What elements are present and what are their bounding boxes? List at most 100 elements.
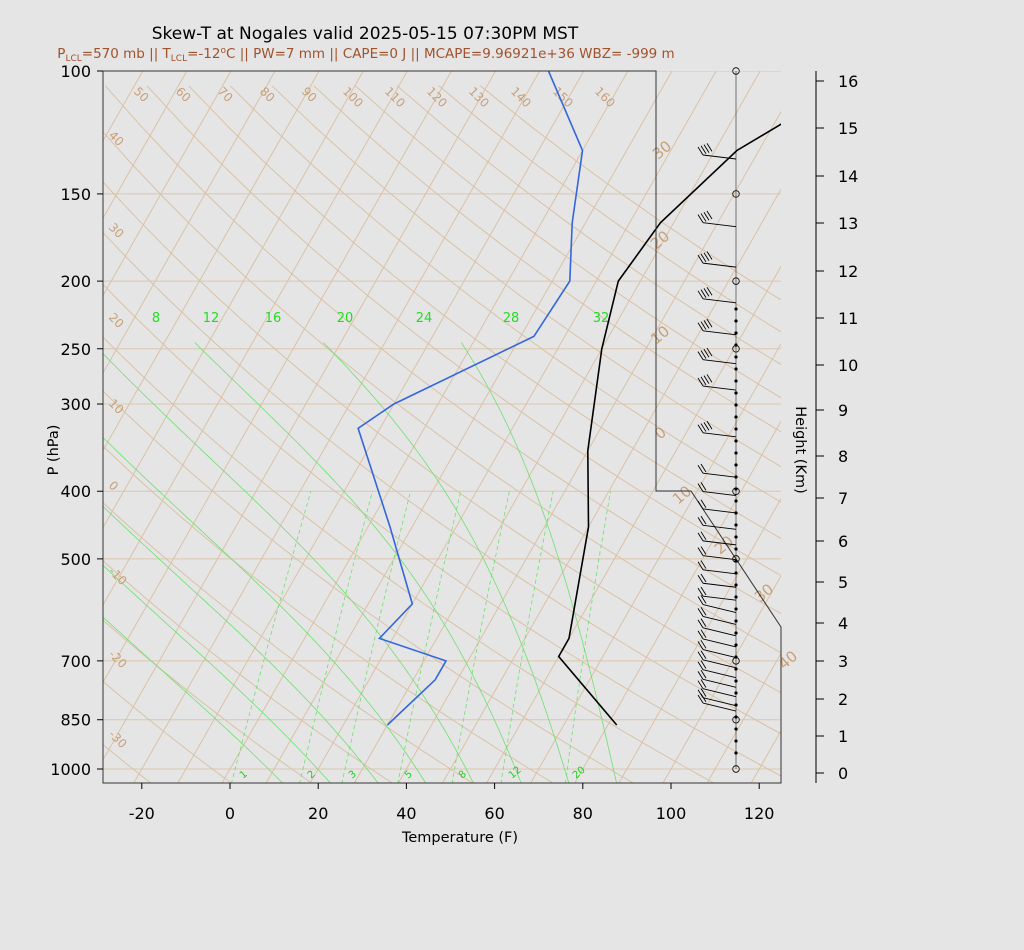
wind-barb-flag <box>700 669 707 679</box>
moist-adiabat <box>103 353 474 783</box>
height-dot <box>734 727 738 731</box>
dry-adiabat <box>103 619 313 783</box>
height-tick-label: 16 <box>838 72 858 91</box>
dry-adiabat <box>229 85 781 503</box>
height-tick-label: 14 <box>838 167 858 186</box>
wind-barb-flag <box>700 145 707 155</box>
wind-barb-flag <box>700 531 707 540</box>
wind-barb-flag <box>700 573 707 583</box>
wind-barb <box>702 697 737 707</box>
dry-adiabat <box>479 85 781 301</box>
wind-barb-flag <box>700 618 707 627</box>
height-tick-label: 11 <box>838 309 858 328</box>
dry-adiabat-label: 100 <box>340 84 366 110</box>
height-tick-label: 12 <box>838 262 858 281</box>
height-dot <box>734 655 738 659</box>
height-dot <box>734 607 738 611</box>
pressure-tick-label: 700 <box>60 652 91 671</box>
wind-barb <box>702 540 737 546</box>
mixing-ratio-line <box>397 491 462 783</box>
calm-circle <box>732 765 740 773</box>
x-axis-label: Temperature (F) <box>401 830 518 846</box>
wind-barb-flag <box>703 144 710 153</box>
height-dot <box>734 331 738 335</box>
wind-barb-flag <box>697 500 704 510</box>
wind-barb <box>702 649 737 658</box>
dry-adiabat <box>103 502 474 783</box>
height-dot <box>734 739 738 743</box>
wind-barb <box>702 298 737 304</box>
wind-barb <box>702 688 737 698</box>
isotherm-line <box>103 71 408 606</box>
moist-adiabat <box>194 342 522 783</box>
calm-circle <box>732 277 740 285</box>
wind-barb-flag <box>703 212 710 221</box>
moist-adiabat-label: 16 <box>265 311 282 326</box>
wind-barb-flag <box>703 422 710 431</box>
wind-barb <box>702 638 737 648</box>
wind-barb-flag <box>697 680 704 689</box>
height-dot <box>734 391 738 395</box>
dry-adiabat-label: 130 <box>466 84 492 110</box>
height-dot <box>734 451 738 455</box>
isotherm-line <box>265 71 673 783</box>
isotherm-line <box>103 71 364 529</box>
mixing-ratio-label: 2 <box>306 769 318 782</box>
wind-barb-flag <box>703 375 710 384</box>
wind-barb-flag <box>700 423 707 432</box>
dry-adiabat <box>103 445 554 783</box>
isotherm-label: 40 <box>775 647 801 673</box>
chart-title: Skew-T at Nogales valid 2025-05-15 07:30… <box>152 24 579 44</box>
height-tick-label: 2 <box>838 690 848 709</box>
height-axis-label: Height (Km) <box>792 406 808 494</box>
wind-barb-flag <box>706 374 713 383</box>
temperature-tick-label: 0 <box>225 804 235 823</box>
wind-barb-flag <box>697 694 704 704</box>
wind-barb-flag <box>700 499 707 508</box>
height-tick-label: 8 <box>838 447 848 466</box>
y-axis-label: P (hPa) <box>46 425 62 476</box>
wind-barb-flag <box>697 517 704 526</box>
wind-barb-flag <box>703 349 710 358</box>
height-tick-label: 9 <box>838 401 848 420</box>
moist-adiabat <box>323 342 570 783</box>
wind-barb-flag <box>697 532 704 542</box>
wind-barb-flag <box>697 651 704 661</box>
temperature-tick-label: 20 <box>308 804 328 823</box>
pressure-tick-label: 400 <box>60 482 91 501</box>
wind-barb <box>702 582 737 588</box>
dry-adiabat <box>104 85 781 615</box>
dry-adiabat <box>354 85 781 399</box>
dry-adiabat <box>438 85 781 333</box>
isotherm-line <box>103 71 497 761</box>
wind-barb <box>702 524 737 530</box>
isotherm-line <box>0 55 63 783</box>
wind-barb-flag <box>703 320 710 329</box>
wind-barb-flag <box>700 213 707 222</box>
isotherm-line <box>0 55 108 783</box>
temperature-tick-label: -20 <box>129 804 155 823</box>
wind-barb-flag <box>697 619 704 629</box>
height-tick-label: 7 <box>838 489 848 508</box>
mixing-ratio-line <box>341 491 411 783</box>
mixing-ratio-line <box>500 491 554 783</box>
dry-adiabat-label: 120 <box>424 84 450 110</box>
temperature-tick-label: 40 <box>396 804 416 823</box>
height-dot <box>734 667 738 671</box>
height-dot <box>734 499 738 503</box>
isotherm-label: 30 <box>649 137 675 163</box>
height-dot <box>734 415 738 419</box>
mixing-ratio-line <box>299 491 373 783</box>
moist-adiabat-label: 12 <box>203 311 220 326</box>
wind-barb-flag <box>697 575 704 584</box>
wind-barb <box>702 432 737 438</box>
height-tick-label: 10 <box>838 356 858 375</box>
wind-barb <box>702 569 737 575</box>
wind-barb-flag <box>700 376 707 386</box>
wind-barb-flag <box>697 608 704 617</box>
wind-barb-flag <box>697 587 704 597</box>
wind-barb <box>702 555 737 561</box>
wind-barb-flag <box>706 318 713 328</box>
height-dot <box>734 643 738 647</box>
temperature-tick-label: 120 <box>744 804 775 823</box>
